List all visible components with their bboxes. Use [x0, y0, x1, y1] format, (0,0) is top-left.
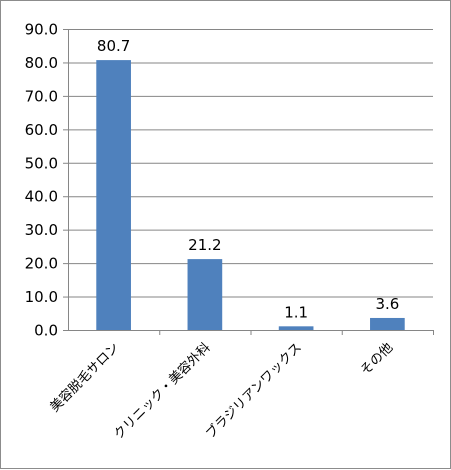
data-label: 1.1	[284, 303, 308, 321]
y-tick-labels: 0.0 10.0 20.0 30.0 40.0 50.0 60.0 70.0 80.0 90.0	[25, 21, 58, 340]
y-tick-label: 70.0	[25, 87, 58, 105]
y-tick-label: 60.0	[25, 121, 58, 139]
bar	[96, 60, 131, 330]
category-label: ブラジリアンワックス	[203, 340, 305, 442]
y-tick-label: 50.0	[25, 154, 58, 172]
y-tick-label: 40.0	[25, 188, 58, 206]
bars	[96, 60, 405, 330]
category-label: 美容脱毛サロン	[47, 340, 123, 416]
data-label: 21.2	[188, 236, 221, 254]
bar	[278, 326, 314, 330]
y-tick-label: 30.0	[25, 221, 58, 239]
category-label: その他	[358, 340, 396, 378]
bar	[187, 259, 223, 330]
y-tick-label: 0.0	[34, 322, 58, 340]
y-tick-label: 80.0	[25, 54, 58, 72]
y-tick-label: 20.0	[25, 255, 58, 273]
bar	[370, 317, 405, 330]
data-label: 80.7	[97, 37, 130, 55]
axes	[63, 29, 434, 335]
y-tick-label: 90.0	[25, 21, 58, 39]
data-labels: 80.7 21.2 1.1 3.6	[97, 37, 399, 321]
y-tick-label: 10.0	[25, 288, 58, 306]
category-label: クリニック・美容外科	[111, 340, 214, 443]
data-label: 3.6	[375, 295, 399, 313]
